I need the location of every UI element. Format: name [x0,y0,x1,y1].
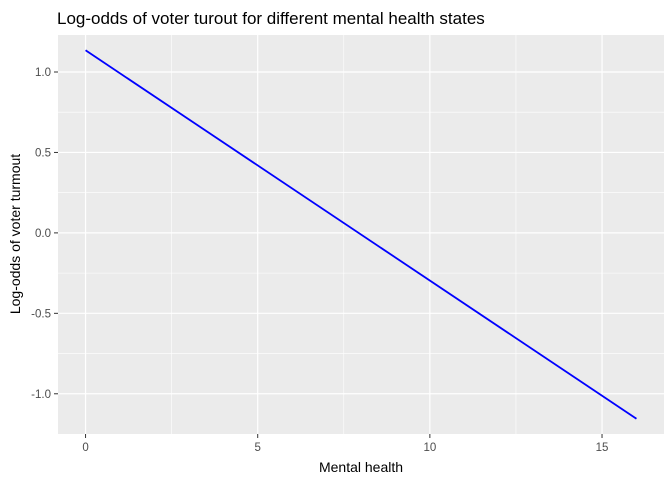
y-tick-label: -1.0 [31,389,51,401]
x-axis-ticks: 0 5 10 15 [82,434,608,454]
x-tick-label: 10 [423,442,436,454]
x-axis-title: Mental health [319,459,403,475]
y-axis-title: Log-odds of voter turmout [7,154,23,314]
chart-title: Log-odds of voter turout for different m… [57,9,485,28]
series-line [85,49,637,420]
y-tick-label: 0.0 [35,228,51,240]
y-axis-ticks: -1.0 -0.5 0.0 0.5 1.0 [31,67,58,401]
series-layer [85,49,637,420]
x-tick-label: 15 [596,442,609,454]
y-tick-label: -0.5 [31,308,51,320]
x-tick-label: 0 [82,442,88,454]
y-tick-label: 1.0 [35,67,51,79]
grid-minor [58,35,664,434]
x-tick-label: 5 [255,442,261,454]
y-tick-label: 0.5 [35,147,51,159]
grid-major [58,35,664,434]
